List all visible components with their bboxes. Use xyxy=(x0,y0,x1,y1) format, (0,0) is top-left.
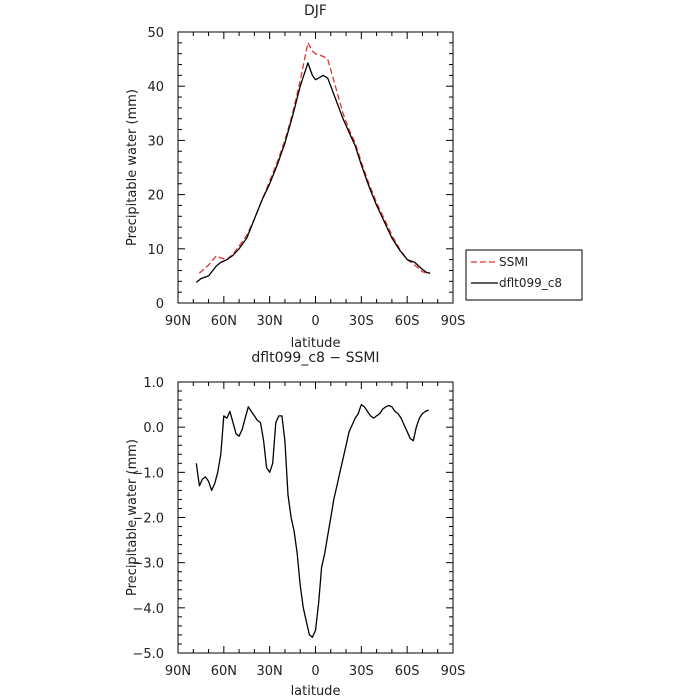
plot-frame xyxy=(177,381,454,654)
x-tick-label: 90N xyxy=(165,664,191,679)
y-tick-label: 0.0 xyxy=(143,421,164,436)
x-tick-label: 30N xyxy=(257,314,283,329)
x-tick-label: 60S xyxy=(395,664,420,679)
y-tick-label: 30 xyxy=(147,134,164,149)
x-tick-label: 60S xyxy=(395,314,420,329)
y-tick-label: 0 xyxy=(156,297,164,312)
y-tick-label: −2.0 xyxy=(132,512,164,527)
y-tick-label: 40 xyxy=(147,80,164,95)
y-tick-label: −4.0 xyxy=(132,602,164,617)
x-tick-label: 60N xyxy=(211,664,237,679)
y-tick-label: 20 xyxy=(147,189,164,204)
chart-panel-1: DJF 90N 60N 30N 0 30S 60S 90S 0 10 20 30 40 50 latitud… xyxy=(125,3,583,351)
y-tick-label: −3.0 xyxy=(132,557,164,572)
y-tick-label: 10 xyxy=(147,243,164,258)
series-line-diff-1 xyxy=(195,403,429,638)
y-axis-title: Precipitable water (mm) xyxy=(125,439,140,596)
legend-box xyxy=(465,249,583,301)
x-tick-label: 30N xyxy=(257,664,283,679)
x-tick-label: 0 xyxy=(311,664,319,679)
x-axis-title: latitude xyxy=(291,336,341,351)
x-tick-label: 90S xyxy=(441,314,466,329)
chart-title: dflt099_c8 − SSMI xyxy=(251,350,379,366)
x-tick-label: 30S xyxy=(349,314,374,329)
chart-title: DJF xyxy=(304,3,327,19)
y-tick-label: −1.0 xyxy=(132,466,164,481)
series-line-dflt099-c8 xyxy=(195,62,431,283)
y-tick-label: 50 xyxy=(147,26,164,41)
x-tick-label: 30S xyxy=(349,664,374,679)
x-tick-label: 60N xyxy=(211,314,237,329)
y-axis-title: Precipitable water (mm) xyxy=(125,89,140,246)
y-tick-label: −5.0 xyxy=(132,647,164,662)
x-tick-label: 90N xyxy=(165,314,191,329)
legend: SSMI dflt099_c8 xyxy=(465,249,583,301)
x-axis-title: latitude xyxy=(291,684,341,699)
legend-label: SSMI xyxy=(499,255,528,269)
y-tick-label: 1.0 xyxy=(143,376,164,391)
series-line-ssmi xyxy=(198,42,431,274)
x-tick-label: 90S xyxy=(441,664,466,679)
x-tick-label: 0 xyxy=(311,314,319,329)
chart-panel-2: dflt099_c8 − SSMI 90N 60N 30N 0 30S 60S 90S −5.0… xyxy=(125,350,465,699)
legend-label: dflt099_c8 xyxy=(499,276,562,290)
